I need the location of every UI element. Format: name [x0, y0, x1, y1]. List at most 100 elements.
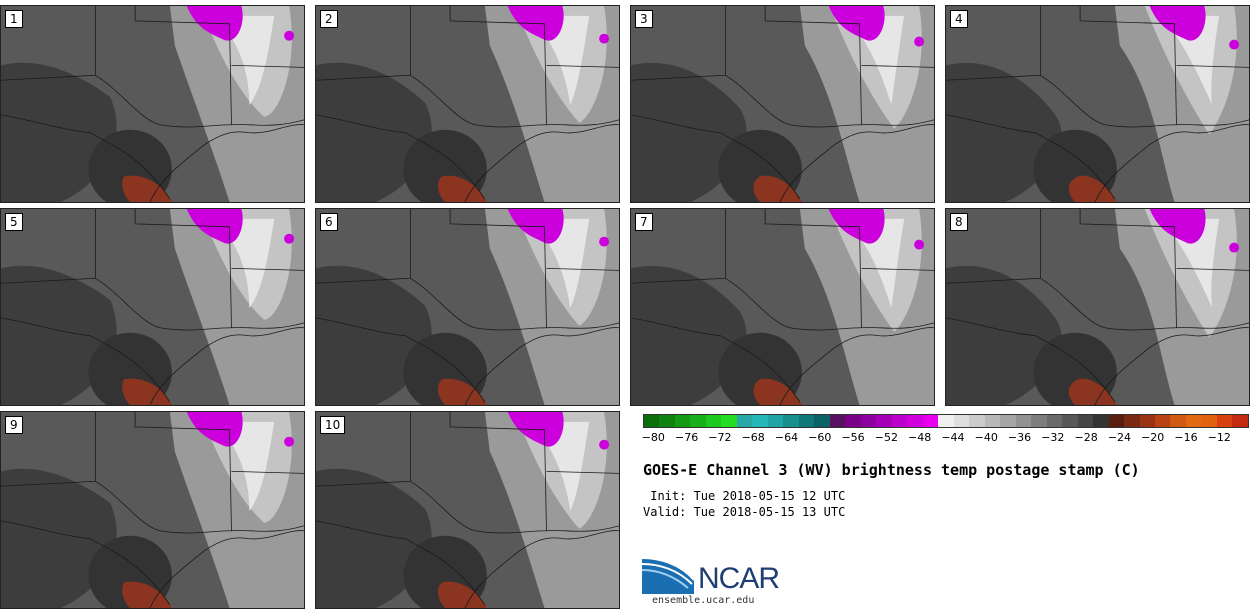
- cold-cloud-tops: [599, 439, 610, 450]
- valid-time: Valid: Tue 2018-05-15 13 UTC: [643, 505, 846, 519]
- ncar-logo[interactable]: NCAR ensemble.ucar.edu: [642, 552, 802, 610]
- bright-cloud: [844, 218, 905, 308]
- cold-cloud-tops: [828, 209, 885, 244]
- boundary-line: [134, 209, 232, 328]
- colorbar-swatch: [860, 415, 877, 427]
- warm-pocket: [122, 378, 172, 405]
- warm-pocket: [122, 175, 172, 202]
- bright-cloud: [1159, 15, 1220, 105]
- boundary-line: [1094, 124, 1249, 202]
- cold-cloud-tops: [1229, 39, 1240, 50]
- bright-cloud: [529, 15, 590, 105]
- boundary-line: [1094, 327, 1249, 405]
- colorbar-swatch: [922, 415, 939, 427]
- colorbar-swatch: [1154, 415, 1171, 427]
- warm-pocket: [1068, 175, 1117, 202]
- colorbar-ticks: −80 −76 −72 −68 −64 −60 −56 −52 −48 −44 −40 −36 −32−…: [642, 428, 1249, 446]
- init-time: Init: Tue 2018-05-15 12 UTC: [643, 489, 846, 503]
- colorbar: [643, 414, 1249, 428]
- boundary-line: [764, 209, 862, 328]
- map-panel-8: 8: [945, 208, 1250, 406]
- colorbar-swatch: [767, 415, 784, 427]
- boundary-line: [316, 317, 486, 403]
- figure-title: GOES-E Channel 3 (WV) brightness temp po…: [643, 461, 1140, 479]
- colorbar-tick-label: −68: [741, 431, 765, 444]
- map-image: [1, 6, 304, 202]
- boundary-line: [1176, 119, 1249, 126]
- boundary-line: [946, 317, 1116, 403]
- panel-label: 9: [5, 416, 23, 434]
- boundary-line: [95, 277, 232, 331]
- boundary-line: [861, 322, 934, 329]
- boundary-line: [231, 525, 304, 532]
- colorbar-tick-label: −16: [1174, 431, 1198, 444]
- boundary-line: [134, 6, 232, 125]
- boundary-line: [149, 327, 304, 405]
- dry-region: [316, 265, 432, 405]
- dry-region: [946, 62, 1062, 202]
- map-image: [316, 209, 619, 405]
- colorbar-swatch: [1015, 415, 1032, 427]
- cold-cloud-tops: [599, 33, 610, 44]
- warm-pocket: [1068, 378, 1117, 405]
- colorbar-swatch: [1077, 415, 1094, 427]
- panel-label: 2: [320, 10, 338, 28]
- colorbar-swatch: [690, 415, 706, 427]
- colorbar-swatch: [891, 415, 908, 427]
- cold-cloud-tops: [1229, 242, 1240, 253]
- colorbar-tick-label: −24: [1107, 431, 1132, 444]
- colorbar-swatch: [659, 415, 675, 427]
- panel-label: 1: [5, 10, 23, 28]
- cold-cloud-tops: [599, 236, 610, 247]
- colorbar-swatch: [876, 415, 892, 427]
- boundary-line: [861, 64, 934, 68]
- dry-region: [316, 468, 432, 608]
- map-panel-7: 7: [630, 208, 935, 406]
- boundary-line: [231, 267, 304, 271]
- bright-cloud: [529, 421, 590, 511]
- boundary-line: [1, 317, 171, 403]
- dry-region: [316, 62, 432, 202]
- dry-region: [631, 265, 747, 405]
- boundary-line: [546, 322, 619, 329]
- boundary-line: [946, 114, 1116, 200]
- colorbar-tick-label: −32: [1041, 431, 1065, 444]
- bright-cloud: [214, 15, 275, 105]
- colorbar-swatch: [1046, 415, 1063, 427]
- cold-cloud-tops: [284, 30, 295, 41]
- colorbar-swatch: [1000, 415, 1016, 427]
- colorbar-tick-label: −48: [908, 431, 932, 444]
- panel-label: 7: [635, 213, 653, 231]
- boundary-line: [464, 124, 619, 202]
- boundary-line: [134, 412, 232, 531]
- map-image: [946, 6, 1249, 202]
- boundary-line: [231, 119, 304, 126]
- map-panel-5: 5: [0, 208, 305, 406]
- panel-label: 10: [320, 416, 346, 434]
- colorbar-swatch: [984, 415, 1001, 427]
- panel-label: 4: [950, 10, 968, 28]
- map-image: [316, 6, 619, 202]
- boundary-line: [316, 412, 411, 487]
- logo-wordmark: NCAR: [698, 562, 780, 595]
- colorbar-tick-label: −56: [841, 431, 865, 444]
- boundary-line: [725, 277, 862, 331]
- colorbar-tick-label: −64: [774, 431, 799, 444]
- colorbar-swatch: [705, 415, 722, 427]
- warm-pocket: [437, 175, 487, 202]
- colorbar-swatch: [1185, 415, 1202, 427]
- colorbar-swatch: [752, 415, 768, 427]
- colorbar-legend: −80 −76 −72 −68 −64 −60 −56 −52 −48 −44 −40 −36 −32−…: [642, 414, 1249, 446]
- boundary-line: [1, 520, 171, 606]
- boundary-line: [779, 124, 934, 202]
- map-panel-4: 4: [945, 5, 1250, 203]
- map-panel-10: 10: [315, 411, 620, 609]
- boundary-line: [764, 6, 862, 125]
- cold-cloud-tops: [284, 436, 295, 447]
- boundary-line: [149, 124, 304, 202]
- colorbar-swatch: [721, 415, 737, 427]
- colorbar-swatch: [814, 415, 830, 427]
- colorbar-swatch: [674, 415, 691, 427]
- boundary-line: [546, 267, 619, 271]
- colorbar-swatch: [1093, 415, 1109, 427]
